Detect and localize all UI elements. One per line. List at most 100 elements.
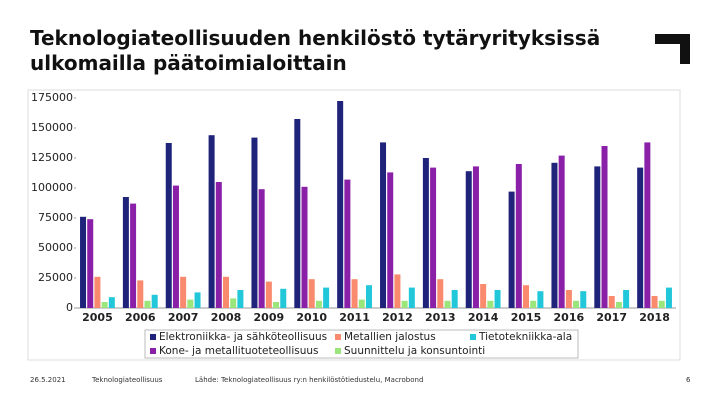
- bar: [122, 197, 129, 308]
- y-tick-label: 0: [66, 301, 73, 314]
- chart-frame: [27, 89, 681, 361]
- bar: [472, 166, 479, 308]
- bar: [387, 172, 394, 308]
- legend-label: Suunnittelu ja konsuntointi: [344, 345, 485, 357]
- bar: [437, 279, 444, 308]
- bar: [94, 276, 101, 308]
- bar: [422, 158, 429, 308]
- x-tick-label: 2008: [211, 311, 242, 324]
- bar: [530, 300, 537, 308]
- bar: [623, 290, 630, 308]
- bar: [551, 162, 558, 308]
- bar: [308, 279, 315, 308]
- bar: [194, 292, 201, 308]
- bar: [601, 146, 608, 308]
- bar: [251, 137, 258, 308]
- bar: [573, 300, 580, 308]
- footer-source: Lähde: Teknologiateollisuus ry:n henkilö…: [195, 376, 424, 384]
- bar: [358, 299, 365, 308]
- bar: [265, 281, 272, 308]
- bar: [108, 297, 115, 308]
- x-tick-label: 2010: [296, 311, 327, 324]
- legend: [144, 329, 579, 359]
- bar: [615, 302, 622, 308]
- x-tick-label: 2016: [554, 311, 585, 324]
- bar: [208, 135, 215, 308]
- bar: [294, 119, 301, 308]
- legend-swatch: [150, 348, 156, 354]
- legend-label: Tietotekniikka-ala: [478, 331, 572, 343]
- bar: [558, 155, 565, 308]
- bar: [451, 290, 458, 308]
- bar: [537, 291, 544, 308]
- footer-date: 26.5.2021: [30, 376, 66, 384]
- bar: [130, 203, 137, 308]
- bar: [337, 101, 344, 308]
- y-tick-label: 175000: [31, 91, 73, 104]
- bar: [401, 300, 408, 308]
- bar: [408, 287, 415, 308]
- bar: [565, 290, 572, 308]
- x-tick-label: 2009: [254, 311, 285, 324]
- bar: [301, 186, 308, 308]
- bar: [165, 143, 172, 308]
- bar: [380, 142, 387, 308]
- bar: [230, 298, 237, 308]
- bar: [137, 280, 144, 308]
- x-tick-label: 2018: [639, 311, 670, 324]
- y-tick-label: 125000: [31, 151, 73, 164]
- bar: [480, 284, 487, 308]
- bar: [365, 285, 372, 308]
- bar: [323, 287, 330, 308]
- bar: [180, 276, 187, 308]
- bar: [280, 288, 287, 308]
- bar: [344, 179, 351, 308]
- x-tick-label: 2007: [168, 311, 199, 324]
- bar: [258, 189, 265, 308]
- bar: [580, 291, 587, 308]
- bar: [523, 285, 529, 308]
- legend-label: Elektroniikka- ja sähköteollisuus: [159, 331, 327, 343]
- bar: [444, 300, 451, 308]
- bar: [394, 274, 401, 308]
- chart-title: Teknologiateollisuuden henkilöstö tytäry…: [30, 26, 601, 75]
- x-tick-label: 2005: [82, 311, 113, 324]
- bar: [608, 296, 615, 308]
- bar: [487, 300, 494, 308]
- x-tick-label: 2006: [125, 311, 156, 324]
- x-tick-label: 2011: [339, 311, 370, 324]
- bar: [315, 300, 322, 308]
- bar: [151, 294, 158, 308]
- y-tick-label: 100000: [31, 181, 73, 194]
- bar: [430, 167, 437, 308]
- bar: [87, 219, 94, 308]
- bar: [351, 279, 358, 308]
- bar: [637, 167, 644, 308]
- legend-label: Kone- ja metallituoteteollisuus: [159, 345, 318, 357]
- bar: [172, 185, 179, 308]
- legend-swatch: [335, 348, 341, 354]
- y-tick-label: 150000: [31, 121, 73, 134]
- legend-swatch: [335, 334, 341, 340]
- legend-label: Metallien jalostus: [344, 331, 436, 343]
- bar: [515, 164, 522, 308]
- bar: [465, 171, 472, 308]
- bar: [594, 166, 601, 308]
- legend-swatch: [470, 334, 476, 340]
- bar: [144, 300, 151, 308]
- logo: [655, 34, 690, 64]
- footer-org: Teknologiateollisuus: [92, 376, 163, 384]
- x-tick-label: 2013: [425, 311, 456, 324]
- bar: [651, 296, 658, 308]
- bar: [223, 276, 229, 308]
- y-tick-label: 50000: [38, 241, 73, 254]
- bar: [237, 290, 244, 308]
- bar: [665, 287, 672, 308]
- legend-swatch: [150, 334, 156, 340]
- x-tick-label: 2015: [511, 311, 542, 324]
- bar: [187, 299, 194, 308]
- bar: [644, 142, 651, 308]
- x-tick-label: 2012: [382, 311, 413, 324]
